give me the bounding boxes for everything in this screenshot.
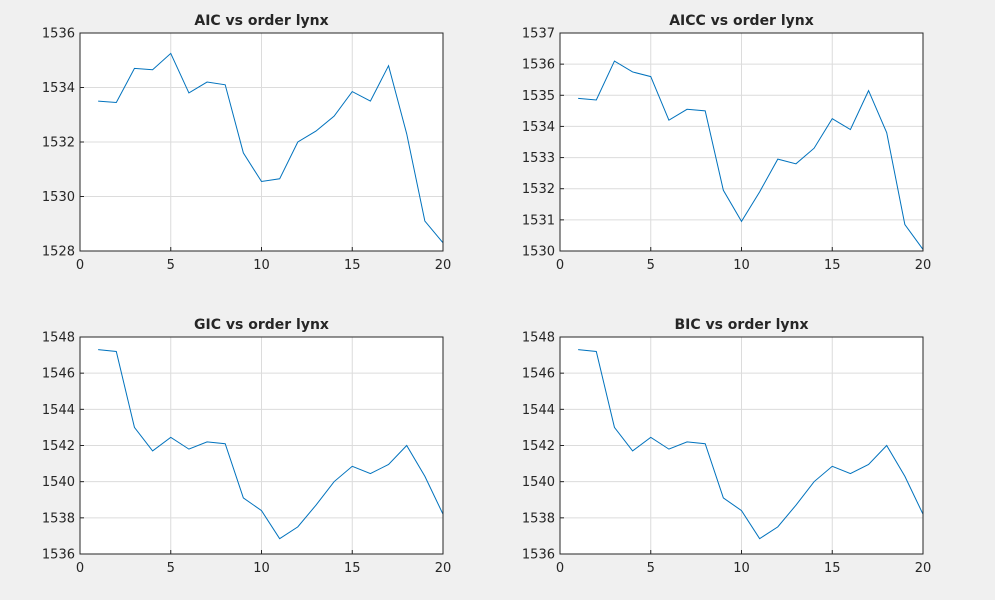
y-tick-label: 1534 [42,81,75,96]
x-tick-label: 5 [167,561,175,576]
x-tick-label: 5 [647,258,655,273]
chart-title: BIC vs order lynx [674,317,808,333]
y-tick-label: 1542 [42,439,75,454]
x-tick-label: 20 [435,258,452,273]
x-tick-label: 15 [344,258,361,273]
y-tick-label: 1542 [522,439,555,454]
subplot-gic: GIC vs order lynx 0 5 10 15 20 1536 1538 1540 15… [42,317,451,576]
y-tick-label: 1544 [522,403,555,418]
x-tick-label: 10 [253,561,270,576]
x-tick-label: 5 [167,258,175,273]
y-tick-label: 1531 [522,213,555,228]
y-tick-label: 1548 [42,331,75,346]
x-tick-label: 15 [344,561,361,576]
chart-title: AICC vs order lynx [669,13,814,29]
y-tick-label: 1536 [522,548,555,563]
x-tick-label: 0 [76,258,84,273]
y-tick-label: 1544 [42,403,75,418]
x-tick-label: 20 [915,561,932,576]
subplot-aic: AIC vs order lynx 0 5 10 15 20 1528 1530 1532 15… [42,13,451,273]
axes-frame [79,336,444,555]
series-line [578,349,924,540]
x-tick-label: 10 [253,258,270,273]
x-tick-label: 0 [556,561,564,576]
chart-title: GIC vs order lynx [194,317,329,333]
y-tick-label: 1537 [522,27,555,42]
axes-frame [559,32,924,252]
chart-title: AIC vs order lynx [194,13,328,29]
x-tick-label: 15 [824,258,841,273]
y-tick-label: 1538 [42,511,75,526]
axes-frame [559,336,924,555]
y-tick-label: 1548 [522,331,555,346]
y-tick-label: 1536 [522,58,555,73]
y-tick-label: 1532 [522,182,555,197]
x-tick-label: 10 [733,561,750,576]
y-tick-label: 1540 [42,475,75,490]
y-tick-label: 1535 [522,89,555,104]
y-tick-label: 1540 [522,475,555,490]
subplot-aicc: AICC vs order lynx 0 5 10 15 20 1530 1531 1532 1… [522,13,931,273]
y-tick-label: 1534 [522,120,555,135]
y-tick-label: 1546 [522,367,555,382]
x-tick-label: 5 [647,561,655,576]
x-tick-label: 15 [824,561,841,576]
x-tick-label: 20 [915,258,932,273]
x-tick-label: 0 [76,561,84,576]
series-line [98,52,444,244]
x-tick-label: 20 [435,561,452,576]
axes-frame [79,32,444,252]
y-tick-label: 1530 [42,190,75,205]
y-tick-label: 1546 [42,367,75,382]
y-tick-label: 1530 [522,245,555,260]
y-tick-label: 1536 [42,27,75,42]
x-tick-label: 0 [556,258,564,273]
y-tick-label: 1536 [42,548,75,563]
series-line [578,60,924,250]
y-tick-label: 1538 [522,511,555,526]
y-tick-label: 1528 [42,245,75,260]
y-tick-label: 1532 [42,136,75,151]
y-tick-label: 1533 [522,151,555,166]
series-line [98,349,444,540]
x-tick-label: 10 [733,258,750,273]
subplot-bic: BIC vs order lynx 0 5 10 15 20 1536 1538 1540 15… [522,317,931,576]
